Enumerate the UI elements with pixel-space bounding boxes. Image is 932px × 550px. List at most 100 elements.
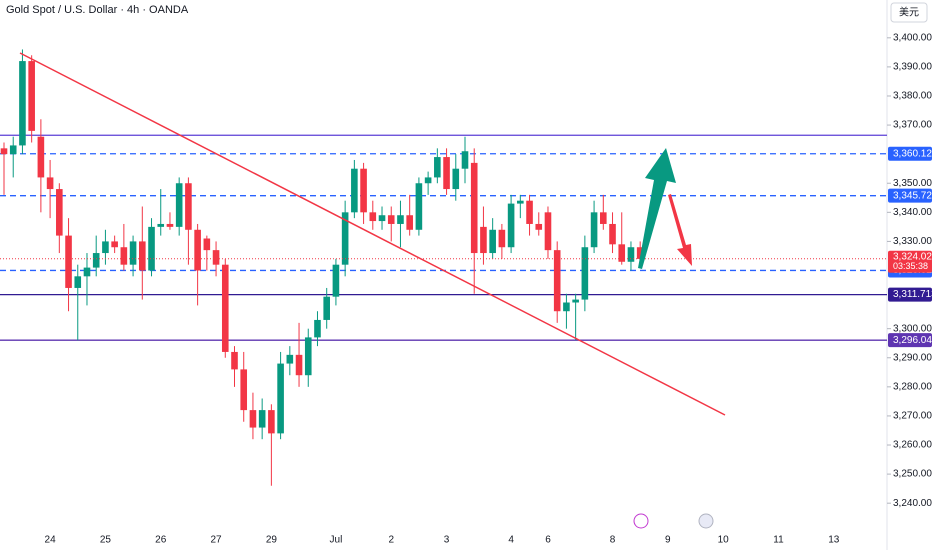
candle-body — [157, 223, 165, 227]
y-tick-label: 3,300.000 — [893, 323, 932, 334]
candle-body — [415, 183, 423, 230]
candle-body — [498, 229, 506, 248]
candle-body — [434, 157, 441, 178]
candle-body — [424, 177, 432, 184]
flag-icon[interactable] — [698, 513, 714, 529]
x-tick-label: 24 — [45, 535, 57, 546]
y-tick-label: 3,350.000 — [893, 178, 932, 189]
level-label: 3,345.724 — [893, 190, 932, 201]
x-tick-label: 3 — [444, 535, 450, 546]
trend-line — [19, 52, 726, 416]
candle-body — [9, 145, 17, 155]
candle-body — [19, 61, 26, 146]
candle-body — [461, 151, 469, 169]
candle-body — [111, 241, 118, 248]
candle-body — [627, 247, 635, 262]
candle-body — [590, 212, 598, 248]
level-label: 3,296.049 — [893, 335, 932, 346]
candle-body — [323, 296, 330, 320]
x-tick-label: 26 — [155, 535, 167, 546]
candle-body — [175, 183, 183, 227]
candle-body — [268, 410, 275, 434]
candle-body — [148, 226, 155, 271]
candle-body — [544, 212, 552, 251]
x-tick-label: 6 — [545, 535, 551, 546]
x-tick-label: 27 — [210, 535, 222, 546]
level-label-box — [888, 287, 932, 302]
current-price-box — [888, 250, 932, 273]
level-label-box — [888, 188, 932, 203]
candle-body — [480, 226, 487, 254]
candle-body — [452, 168, 460, 190]
y-tick-label: 3,370.000 — [893, 120, 932, 131]
candle-body — [194, 229, 201, 271]
candle-body — [618, 244, 626, 262]
y-tick-label: 3,390.000 — [893, 62, 932, 73]
candle-body — [139, 241, 146, 271]
candle-body — [581, 247, 589, 300]
countdown: 03:35:38 — [893, 261, 928, 271]
plot — [0, 49, 887, 486]
candle-body — [609, 223, 616, 245]
x-tick-label: 8 — [610, 535, 616, 546]
candle-body — [397, 215, 404, 224]
candle-body — [489, 229, 496, 254]
candle-body — [295, 354, 303, 376]
candle-body — [507, 203, 515, 248]
candle-body — [443, 157, 450, 190]
candle-body — [526, 200, 533, 224]
level-label-box — [888, 146, 932, 161]
y-tick-label: 3,270.000 — [893, 411, 932, 422]
y-tick-label: 3,340.000 — [893, 207, 932, 218]
candle-body — [470, 162, 478, 254]
candle-body — [74, 276, 82, 288]
x-tick-label: 11 — [773, 535, 784, 546]
candle-body — [249, 410, 257, 428]
level-label-box — [888, 333, 932, 348]
candle-body — [553, 250, 561, 312]
y-tick-label: 3,240.000 — [893, 498, 932, 509]
event-icon[interactable] — [633, 513, 649, 529]
candle-body — [600, 212, 607, 224]
candle-body — [240, 369, 248, 411]
y-tick-label: 3,280.000 — [893, 381, 932, 392]
y-tick-label: 3,250.000 — [893, 469, 932, 480]
x-tick-label: 10 — [718, 535, 730, 546]
x-tick-label: 29 — [266, 535, 278, 546]
candle-body — [231, 351, 238, 370]
candle-body — [120, 247, 128, 265]
x-tick-label: 25 — [100, 535, 112, 546]
chart-title: Gold Spot / U.S. Dollar · 4h · OANDA — [6, 4, 189, 16]
candle-body — [369, 212, 377, 222]
candle-body — [129, 241, 137, 265]
candle-body — [517, 200, 524, 204]
candle-body — [46, 177, 54, 190]
candle-body — [563, 302, 570, 312]
candle-body — [258, 410, 266, 428]
level-label: 3,360.129 — [893, 148, 932, 159]
candle-body — [83, 267, 91, 277]
candle-body — [166, 223, 174, 227]
y-tick-label: 3,260.000 — [893, 440, 932, 451]
x-tick-label: 2 — [388, 535, 394, 546]
candle-body — [277, 363, 284, 434]
candle-body — [572, 299, 579, 303]
current-price-label: 3,324.020 — [893, 251, 932, 262]
currency-box[interactable] — [890, 2, 928, 23]
y-tick-label: 3,290.000 — [893, 352, 932, 363]
candle-body — [286, 354, 294, 364]
candle-body — [360, 168, 367, 213]
candle-body — [221, 264, 229, 352]
candle-body — [341, 212, 349, 265]
up-arrow — [638, 148, 676, 269]
candle-body — [351, 168, 358, 213]
currency[interactable]: 美元 — [899, 6, 919, 19]
candle-body — [28, 61, 35, 131]
x-tick-label: 4 — [508, 535, 514, 546]
candle-body — [185, 183, 192, 230]
y-tick-label: 3,330.000 — [893, 236, 932, 247]
candle-body — [203, 238, 211, 251]
down-arrow — [668, 194, 692, 266]
candle-body — [0, 148, 8, 155]
